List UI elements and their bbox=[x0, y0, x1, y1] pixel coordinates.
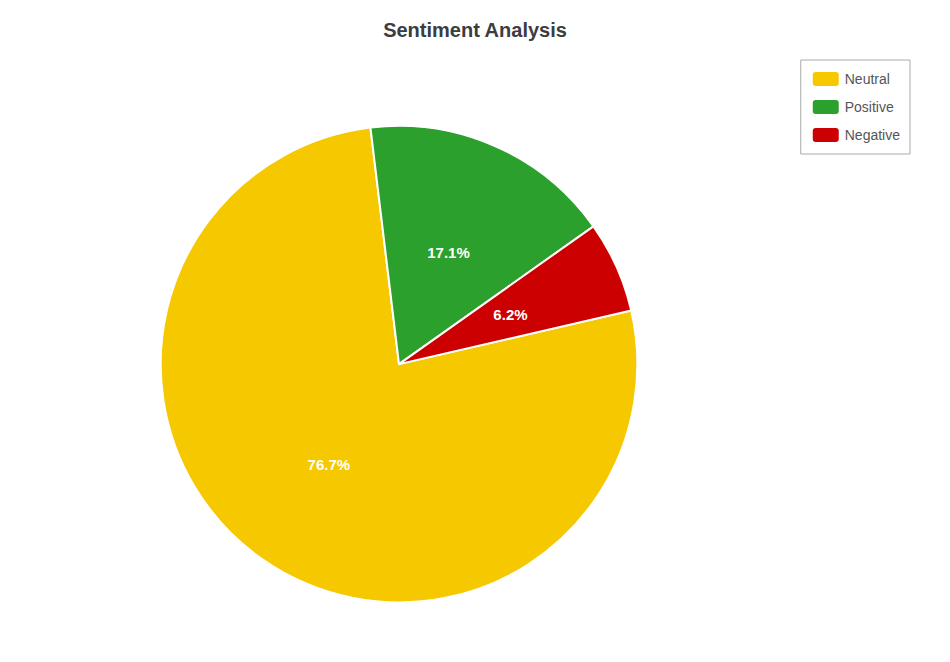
svg-text:6.2%: 6.2% bbox=[493, 306, 527, 323]
svg-text:Neutral: Neutral bbox=[845, 71, 890, 87]
svg-text:Negative: Negative bbox=[845, 127, 900, 143]
svg-text:Positive: Positive bbox=[845, 99, 894, 115]
svg-text:17.1%: 17.1% bbox=[427, 244, 470, 261]
svg-text:76.7%: 76.7% bbox=[308, 456, 351, 473]
svg-text:Sentiment Analysis: Sentiment Analysis bbox=[383, 19, 567, 41]
